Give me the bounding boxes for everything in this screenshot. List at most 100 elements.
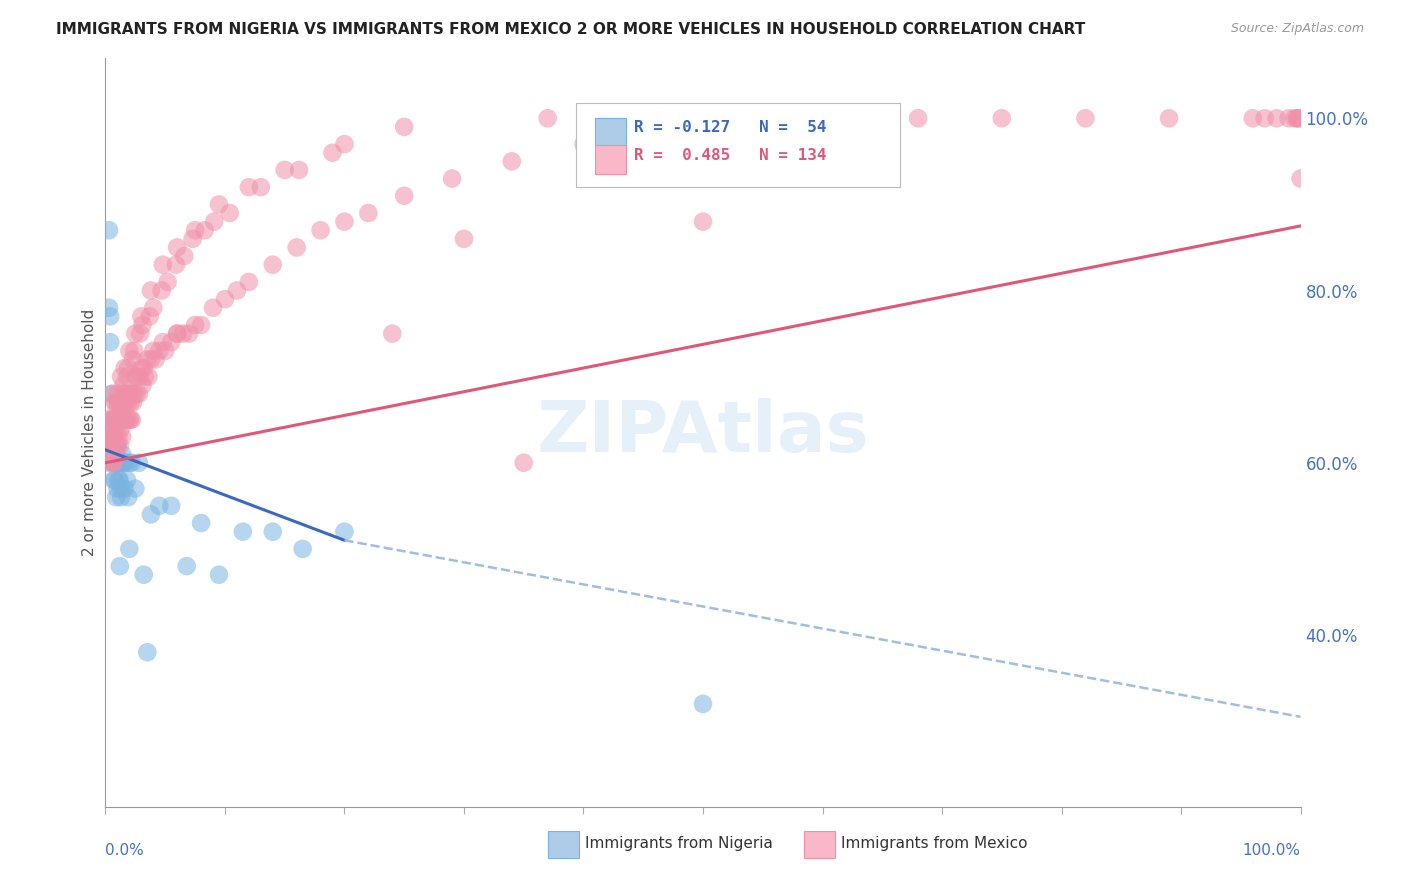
Point <box>107 395 129 409</box>
Point <box>392 120 416 134</box>
Point <box>115 387 138 401</box>
Point <box>114 456 136 470</box>
Point <box>990 112 1012 126</box>
Point <box>190 516 212 530</box>
Point <box>148 343 170 358</box>
Point <box>357 206 380 220</box>
Point <box>114 395 136 409</box>
Point <box>1159 112 1181 126</box>
Point <box>112 378 135 392</box>
Point <box>118 343 141 358</box>
Point <box>285 240 308 254</box>
Point <box>1254 112 1277 126</box>
Point <box>214 292 236 306</box>
Point <box>124 326 146 341</box>
Point <box>105 430 128 444</box>
Point <box>453 232 475 246</box>
Point <box>98 430 121 444</box>
Point <box>104 473 127 487</box>
Point <box>112 456 135 470</box>
Point <box>105 404 128 418</box>
Point <box>1286 112 1309 126</box>
Point <box>104 395 127 409</box>
Point <box>107 438 129 452</box>
Point <box>202 301 225 315</box>
Point <box>105 447 128 461</box>
Point <box>104 456 127 470</box>
Point <box>101 438 124 452</box>
Point <box>111 413 134 427</box>
Point <box>166 240 188 254</box>
Point <box>114 387 136 401</box>
Point <box>1241 112 1264 126</box>
Point <box>104 438 127 452</box>
Point <box>262 524 284 539</box>
Point <box>114 413 136 427</box>
Point <box>98 447 121 461</box>
Point <box>121 456 143 470</box>
Point <box>728 120 751 134</box>
Point <box>309 223 332 237</box>
Point <box>103 473 125 487</box>
Point <box>107 473 129 487</box>
Point <box>108 395 131 409</box>
Point <box>150 284 173 298</box>
Point <box>225 284 249 298</box>
Point <box>107 413 129 427</box>
Point <box>333 214 356 228</box>
Point <box>139 352 162 367</box>
Point <box>101 413 124 427</box>
Point <box>1265 112 1288 126</box>
Point <box>101 456 124 470</box>
Point <box>121 387 143 401</box>
Point <box>114 482 136 496</box>
Point <box>165 258 187 272</box>
Point <box>108 559 131 574</box>
Point <box>136 352 159 367</box>
Point <box>118 387 141 401</box>
Point <box>122 352 145 367</box>
Point <box>288 163 311 178</box>
Text: 0.0%: 0.0% <box>105 843 145 858</box>
Text: Source: ZipAtlas.com: Source: ZipAtlas.com <box>1230 22 1364 36</box>
Point <box>1284 112 1306 126</box>
Point <box>108 413 131 427</box>
Point <box>160 335 183 350</box>
Point <box>118 456 141 470</box>
Point <box>120 413 142 427</box>
Point <box>118 541 141 556</box>
Point <box>104 438 127 452</box>
Point <box>100 430 122 444</box>
Point <box>202 214 225 228</box>
Point <box>173 249 195 263</box>
Point <box>105 395 128 409</box>
Point <box>142 301 165 315</box>
Point <box>111 447 134 461</box>
Point <box>333 524 356 539</box>
Point <box>114 413 136 427</box>
Point <box>117 395 139 409</box>
Point <box>139 284 162 298</box>
Point <box>98 413 121 427</box>
Point <box>97 438 120 452</box>
Point <box>98 335 121 350</box>
Point <box>108 456 131 470</box>
Point <box>160 499 183 513</box>
Point <box>98 438 121 452</box>
Point <box>177 326 201 341</box>
Point <box>238 180 260 194</box>
Y-axis label: 2 or more Vehicles in Household: 2 or more Vehicles in Household <box>82 309 97 557</box>
Point <box>101 413 124 427</box>
Point <box>262 258 284 272</box>
Text: Immigrants from Nigeria: Immigrants from Nigeria <box>585 836 773 851</box>
Point <box>122 387 145 401</box>
Point <box>105 490 128 504</box>
Point <box>110 395 132 409</box>
Point <box>124 369 146 384</box>
Point <box>129 369 152 384</box>
Point <box>238 275 260 289</box>
Point <box>692 697 714 711</box>
Point <box>181 232 204 246</box>
Point <box>194 223 217 237</box>
Point <box>112 413 135 427</box>
